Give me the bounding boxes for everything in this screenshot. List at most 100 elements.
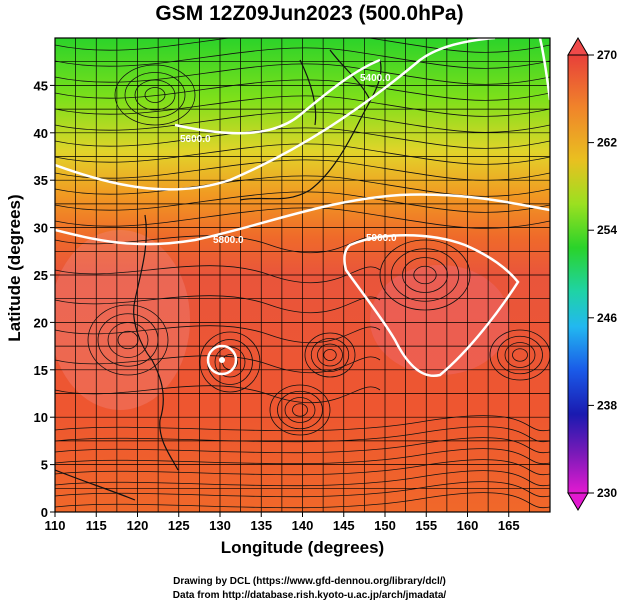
x-tick-label: 115 [86,518,107,533]
y-tick-label: 25 [34,268,48,283]
y-tick-label: 35 [34,173,48,188]
streamline-eddy [144,87,166,103]
y-tick-label: 15 [34,363,48,378]
x-axis-ticks: 110 115 120 125 130 135 140 145 150 155 160 165 [45,512,520,533]
streamline-subtropical [55,385,381,404]
streamline-easterly [55,492,550,509]
height-contours [55,38,550,378]
x-tick-label: 120 [127,518,149,533]
coastline-asia [133,214,179,471]
y-tick-label: 5 [41,458,48,473]
x-tick-label: 130 [209,518,231,533]
streamline-eddy [402,257,448,293]
streamline-eddy [292,403,308,417]
x-tick-label: 160 [457,518,479,533]
x-tick-label: 110 [45,518,66,533]
streamline-eddy [317,343,343,367]
contour-5800 [55,193,550,246]
cyclone-center [219,357,225,363]
streamline-eddy [284,397,316,423]
contour-5900-closed [343,234,520,378]
warm-anomaly-patch [55,230,190,410]
x-axis-title: Longitude (degrees) [220,538,385,557]
streamline-eddy [512,348,528,362]
contour-label-5900: 5900.0 [366,233,397,244]
x-tick-label: 150 [374,518,396,533]
streamline-eddy [124,72,186,118]
streamline-eddy [497,335,543,375]
streamline-easterly [55,415,550,432]
streamline-eddy [323,349,337,361]
contour-label-5400: 5400.0 [360,73,391,84]
streamline-eddy [390,248,460,302]
streamline-westerly [55,47,550,69]
y-tick-label: 45 [34,78,48,93]
colorbar-tick-label: 230 [597,486,617,500]
streamline-westerly [55,175,550,197]
streamline-easterly [55,470,550,487]
colorbar-tick-label: 254 [597,223,617,237]
streamline-eddy [97,313,159,367]
streamline-westerly [55,95,550,117]
contour-labels: 5800.0 5600.0 5900.0 5400.0 [180,73,397,246]
streamline-eddy [489,329,550,381]
contour-label-5600: 5600.0 [180,134,211,145]
streamline-westerly [55,143,550,165]
contour-5600b [174,58,381,135]
x-tick-label: 145 [333,518,355,533]
x-tick-label: 125 [168,518,190,533]
streamline-eddy [214,346,246,378]
map-title: GSM 12Z09Jun2023 (500.0hPa) [155,2,464,25]
streamline-westerly [55,38,550,53]
streamline-subtropical [55,295,381,314]
x-tick-label: 165 [498,518,520,533]
streamline-subtropical [55,325,381,344]
colorbar: 270 262 254 246 238 230 [567,37,617,511]
colorbar-bottom-arrow [567,492,589,511]
streamline-westerly [55,127,550,149]
streamline-subtropical [55,265,381,284]
streamline-eddy [117,330,139,350]
streamline-eddy [114,64,196,126]
credit-data: Data from http://database.rish.kyoto-u.a… [172,590,447,601]
streamline-eddy [310,338,350,372]
x-tick-label: 140 [292,518,314,533]
contour-label-5800: 5800.0 [213,235,244,246]
colorbar-tick-label: 238 [597,398,617,412]
streamline-eddy [413,265,437,285]
streamline-westerly [55,191,550,213]
streamline-easterly [55,481,550,498]
x-tick-label: 135 [250,518,272,533]
credit-drawing: Drawing by DCL (https://www.gfd-dennou.o… [173,576,446,587]
y-tick-label: 30 [34,221,48,236]
colorbar-scale [567,54,589,494]
streamline-westerly [55,207,550,229]
y-tick-label: 10 [34,410,48,425]
colorbar-tick-label: 270 [597,48,617,62]
streamline-westerly [55,63,550,85]
colorbar-top-arrow [567,37,589,56]
streamline-easterly [55,426,550,443]
streamline-subtropical [55,355,381,374]
y-tick-label: 20 [34,315,48,330]
y-axis-ticks: 0 5 10 15 20 25 30 35 40 45 [34,78,55,520]
streamline-westerly [55,159,550,181]
colorbar-tick-label: 246 [597,311,617,325]
streamline-eddy [304,332,356,378]
streamline-easterly [55,459,550,476]
warm-anomaly-patch [370,265,510,375]
streamline-eddy [87,304,169,376]
streamline-westerly [55,111,550,133]
coastline-japan [239,59,382,201]
y-tick-label: 40 [34,126,48,141]
x-tick-label: 155 [415,518,437,533]
streamline-eddy [107,322,149,358]
contour-5600 [55,38,496,191]
streamline-eddy [504,342,536,368]
streamline-eddy [277,390,323,430]
streamline-eddy [134,79,176,111]
streamline-eddy [269,384,331,436]
y-tick-label: 0 [41,505,48,520]
contour-cyclone [206,344,238,376]
